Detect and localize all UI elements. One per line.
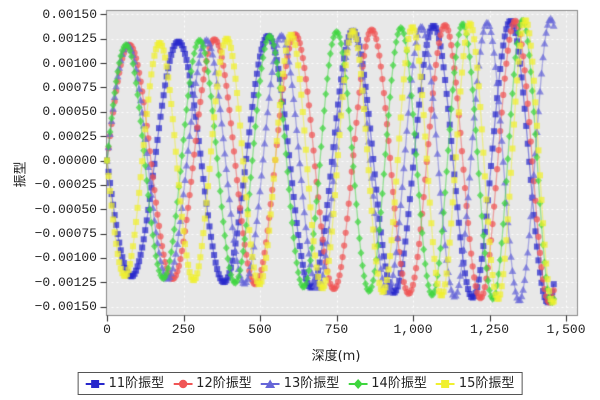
legend-item-label: 15阶振型 — [458, 376, 515, 391]
y-tick-label: 0.00025 — [42, 128, 97, 144]
legend-item-mode-12: 12阶振型 — [173, 376, 252, 391]
legend-marker-circle-icon — [173, 379, 193, 388]
x-axis-title: 深度(m) — [311, 349, 361, 364]
y-tick-label: −0.00125 — [34, 274, 97, 290]
legend-item-mode-15: 15阶振型 — [435, 376, 515, 391]
legend-item-label: 13阶振型 — [283, 376, 340, 391]
y-axis-title: 振型 — [13, 161, 29, 188]
y-tick-label: 0.00000 — [42, 153, 97, 168]
y-tick-label: 0.00150 — [42, 6, 97, 22]
legend-item-label: 14阶振型 — [371, 376, 427, 391]
legend-item-label: 12阶振型 — [196, 376, 252, 391]
legend: 11阶振型 12阶振型 13阶振型 14阶振型 15阶振型 — [77, 372, 523, 395]
legend-marker-square-icon — [85, 379, 105, 388]
legend-marker-triangle-icon — [260, 379, 280, 388]
legend-item-mode-11: 11阶振型 — [85, 376, 165, 391]
y-tick-label: −0.00100 — [34, 250, 97, 266]
y-tick-label: −0.00025 — [34, 177, 97, 193]
x-tick-label: 1,500 — [546, 322, 586, 337]
x-tick-label: 500 — [248, 322, 272, 337]
x-tick-label: 1,000 — [393, 322, 433, 337]
y-tick-label: −0.00075 — [34, 226, 97, 242]
y-tick-label: 0.00075 — [42, 79, 97, 95]
x-tick-label: 1,250 — [469, 322, 510, 337]
y-tick-label: −0.00150 — [34, 299, 97, 315]
y-tick-label: 0.00050 — [42, 104, 97, 120]
x-tick-label: 750 — [324, 322, 349, 337]
legend-item-mode-14: 14阶振型 — [348, 376, 427, 391]
x-tick-label: 0 — [103, 322, 111, 337]
x-tick-label: 250 — [171, 322, 196, 337]
y-tick-label: −0.00050 — [34, 201, 97, 217]
y-tick-label: 0.00125 — [42, 31, 97, 47]
legend-marker-diamond-icon — [348, 378, 368, 389]
legend-item-label: 11阶振型 — [108, 376, 165, 391]
legend-marker-square-icon — [435, 379, 455, 388]
legend-item-mode-13: 13阶振型 — [260, 376, 340, 391]
y-tick-label: 0.00100 — [42, 55, 97, 71]
